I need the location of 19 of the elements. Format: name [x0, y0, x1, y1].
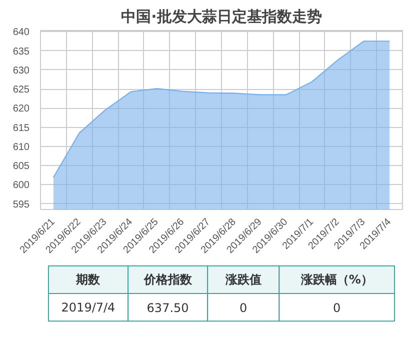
text: 0	[240, 300, 248, 315]
y-tick-label: 640	[12, 27, 30, 38]
y-tick-label: 595	[12, 199, 30, 210]
chart-title: 中国·批发大蒜日定基指数走势	[121, 8, 322, 26]
text: 2019/7/4	[61, 300, 116, 314]
y-tick-label: 630	[12, 65, 30, 76]
text: 涨跌幅（%）	[300, 272, 373, 287]
text: 期数	[75, 272, 102, 287]
y-tick-label: 625	[12, 84, 30, 96]
text: 涨跌值	[224, 272, 262, 287]
y-tick-label: 600	[12, 180, 30, 192]
y-tick-label: 620	[12, 104, 30, 115]
text: 637.50	[146, 300, 189, 315]
text: 价格指数	[142, 272, 193, 287]
y-tick-label: 635	[12, 46, 30, 58]
text: 0	[333, 300, 341, 315]
y-tick-label: 605	[12, 161, 30, 172]
y-tick-label: 610	[12, 142, 30, 153]
y-tick-label: 615	[12, 122, 30, 134]
